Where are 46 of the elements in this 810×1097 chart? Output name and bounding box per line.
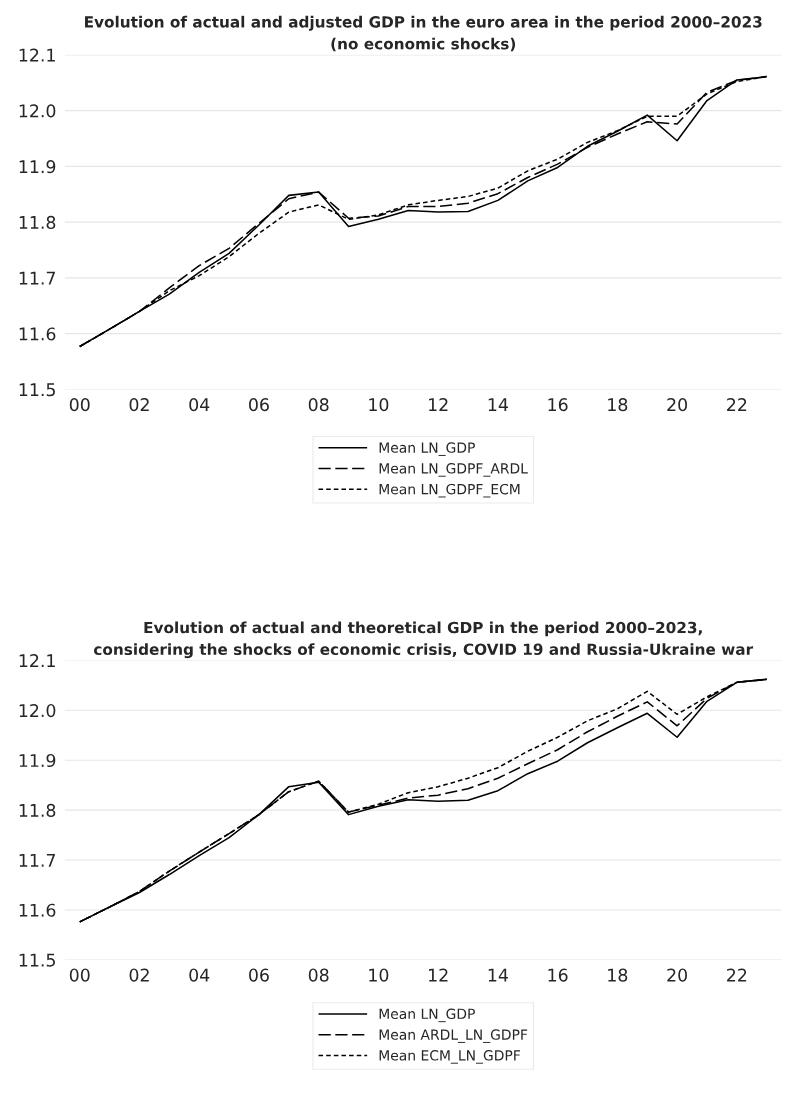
x-tick-label: 20	[667, 968, 687, 982]
y-tick-label: 12.1	[19, 654, 55, 667]
legend-label: Mean LN_GDPF_ARDL	[379, 463, 528, 477]
y-tick-label: 11.7	[19, 853, 55, 867]
x-tick-label: 06	[249, 398, 269, 412]
x-tick-label: 08	[308, 968, 329, 982]
x-tick-label: 02	[129, 398, 149, 412]
x-tick-label: 18	[608, 968, 628, 982]
y-tick-label: 11.7	[19, 271, 55, 285]
x-tick-label: 06	[249, 968, 269, 982]
x-tick-label: 12	[429, 968, 448, 982]
y-tick-label: 11.5	[19, 383, 55, 397]
x-tick-label: 10	[369, 968, 389, 982]
x-tick-label: 08	[308, 398, 329, 412]
y-tick-label: 11.9	[19, 753, 56, 768]
legend-label: Mean LN_GDP	[379, 1008, 475, 1023]
legend-label: Mean LN_GDPF_ECM	[379, 483, 520, 498]
y-tick-label: 12.1	[19, 48, 55, 62]
y-tick-label: 12.0	[19, 704, 56, 718]
chart-title: Evolution of actual and adjusted GDP in the euro area in the period 2000–2023 (no economic shocks)	[85, 15, 762, 52]
x-tick-label: 14	[488, 968, 508, 982]
y-tick-label: 11.8	[19, 215, 56, 229]
x-tick-label: 16	[548, 968, 568, 982]
x-tick-label: 00	[69, 968, 90, 982]
x-tick-label: 02	[129, 968, 149, 982]
y-tick-label: 11.6	[19, 327, 56, 341]
x-tick-label: 12	[429, 398, 448, 411]
y-tick-label: 11.6	[19, 903, 56, 917]
x-tick-label: 00	[69, 398, 90, 412]
x-tick-label: 18	[608, 398, 628, 412]
y-tick-label: 11.5	[19, 953, 55, 967]
x-tick-label: 04	[189, 968, 210, 982]
x-tick-label: 22	[727, 398, 747, 411]
x-tick-label: 16	[548, 398, 568, 412]
legend-label: Mean ECM_LN_GDPF	[379, 1050, 520, 1064]
legend-label: Mean ARDL_LN_GDPF	[379, 1029, 528, 1043]
y-tick-label: 12.0	[19, 104, 56, 118]
legend-label: Mean LN_GDP	[379, 442, 475, 456]
x-tick-label: 22	[727, 968, 747, 982]
chart-title: Evolution of actual and theoretical GDP in the period 2000–2023, considering the shocks of economic crisis, COVID 19 and Russia-Ukraine war	[94, 621, 754, 659]
x-tick-label: 10	[369, 398, 389, 412]
y-tick-label: 11.8	[19, 803, 56, 817]
x-tick-label: 20	[667, 398, 687, 412]
x-tick-label: 14	[488, 398, 508, 411]
y-tick-label: 11.9	[19, 160, 56, 174]
x-tick-label: 04	[189, 398, 210, 412]
